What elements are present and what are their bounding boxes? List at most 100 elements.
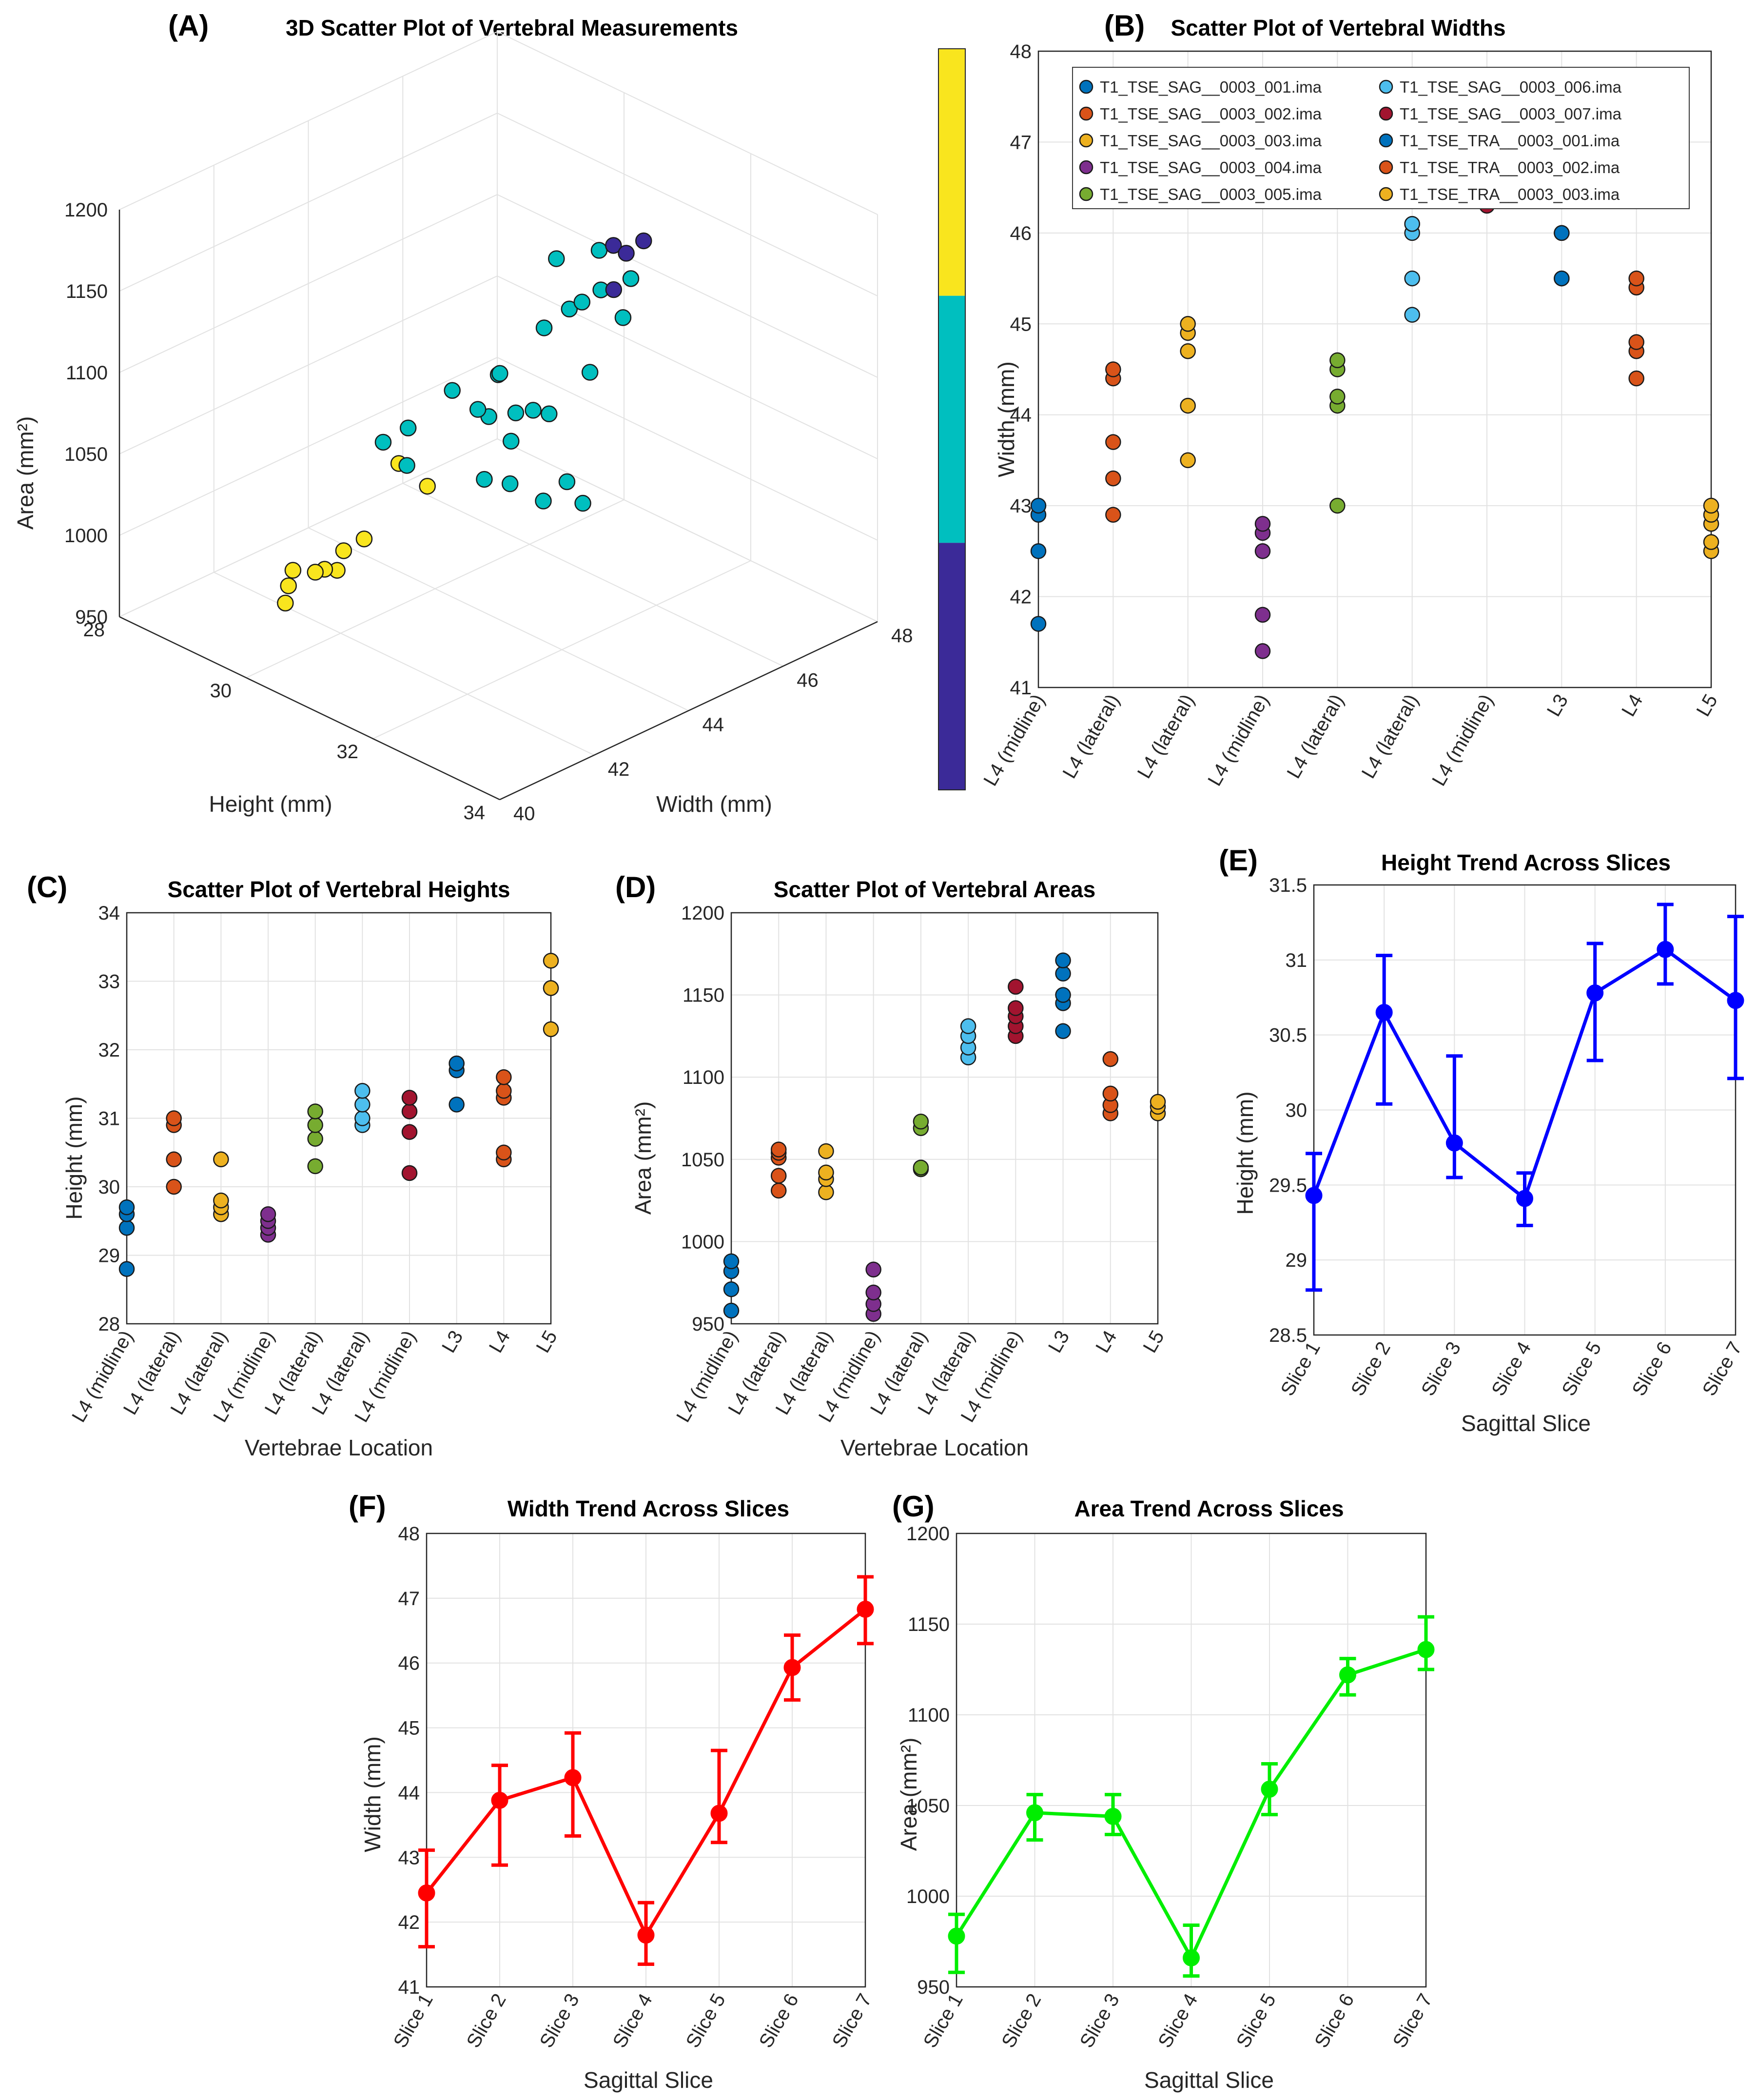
- panel-f-point: [783, 1659, 801, 1676]
- panel-c-ytick-label: 31: [98, 1108, 120, 1130]
- panel-a-grid-line: [214, 571, 595, 756]
- panel-a-ztick-label: 1100: [66, 362, 108, 384]
- panel-d-point: [1008, 979, 1024, 995]
- panel-a-point: [558, 473, 576, 491]
- panel-c-point: [166, 1151, 182, 1168]
- panel-f-xtick-label: Slice 7: [828, 1990, 876, 2052]
- panel-b-title: Scatter Plot of Vertebral Widths: [1171, 15, 1505, 40]
- panel-c-letter: (C): [27, 871, 67, 903]
- panel-c-point: [213, 1192, 229, 1209]
- panel-a-point: [605, 281, 623, 298]
- panel-b-point: [1105, 470, 1121, 487]
- panel-a-point: [541, 405, 558, 423]
- panel-d-point: [770, 1182, 787, 1199]
- panel-b-ytick-label: 48: [1010, 41, 1032, 62]
- panel-e-axes-box: [1313, 884, 1737, 1336]
- panel-c-point: [213, 1151, 229, 1168]
- panel-f-width-trend: (F) Width Trend Across Slices Width (mm)…: [349, 1490, 876, 2093]
- panel-e-xtick-label: Slice 1: [1277, 1338, 1325, 1400]
- panel-c-ytick-label: 30: [98, 1177, 120, 1198]
- panel-a-point: [307, 564, 324, 581]
- panel-c-point: [496, 1083, 512, 1099]
- panel-b-legend-label: T1_TSE_SAG__0003_007.ima: [1400, 105, 1622, 123]
- panel-b-legend-label: T1_TSE_TRA__0003_001.ima: [1400, 132, 1620, 150]
- panel-a-grid-line: [119, 438, 498, 617]
- panel-g-ytick-label: 1050: [906, 1795, 950, 1817]
- panel-c-point: [166, 1178, 182, 1195]
- panel-f-point: [564, 1769, 582, 1786]
- panel-f-point: [491, 1791, 508, 1809]
- panel-f-axes-box: [426, 1532, 866, 1988]
- panel-f-ytick-label: 48: [398, 1523, 420, 1545]
- panel-g-title: Area Trend Across Slices: [1074, 1496, 1344, 1521]
- panel-a-title: 3D Scatter Plot of Vertebral Measurement…: [286, 15, 738, 40]
- panel-a-xtick-label: 28: [83, 619, 105, 641]
- panel-d-point: [723, 1281, 740, 1297]
- panel-f-title: Width Trend Across Slices: [508, 1496, 789, 1521]
- panel-b-legend-label: T1_TSE_SAG__0003_001.ima: [1100, 78, 1322, 96]
- panel-c-ytick-label: 34: [98, 903, 120, 924]
- panel-g-xtick-label: Slice 4: [1154, 1990, 1202, 2052]
- panel-a-xtick-label: 30: [210, 680, 232, 702]
- panel-b-point: [1254, 516, 1271, 532]
- panel-f-ytick-label: 42: [398, 1912, 420, 1933]
- panel-a-grid-line: [372, 560, 751, 739]
- panel-c-point: [307, 1158, 323, 1175]
- panel-b-xtick-label: L4: [1618, 691, 1647, 721]
- panel-g-ytick-label: 1200: [906, 1523, 950, 1545]
- panel-a-ztick-label: 950: [75, 607, 108, 628]
- panel-d-xlabel: Vertebrae Location: [840, 1435, 1029, 1460]
- panel-a-point: [503, 432, 520, 450]
- panel-d-point: [865, 1284, 881, 1301]
- panel-f-plot: 41 42 43 44 45 46 47 48 Slice 1 Slice 2 Slice 3 Sli…: [390, 1523, 876, 2051]
- panel-b-point: [1030, 616, 1047, 632]
- panel-e-xtick-label: Slice 3: [1417, 1338, 1465, 1400]
- panel-a-colorbar-segment: [938, 295, 965, 543]
- panel-a-point: [561, 300, 578, 318]
- panel-d-ytick-label: 1050: [681, 1149, 724, 1171]
- panel-g-ytick-label: 950: [917, 1977, 950, 1998]
- panel-b-ytick-label: 47: [1010, 132, 1032, 153]
- panel-a-ytick-label: 42: [608, 759, 630, 780]
- panel-d-point: [865, 1261, 881, 1277]
- panel-a-point: [491, 365, 508, 382]
- panel-a-grid-line: [497, 113, 878, 296]
- panel-e-xtick-label: Slice 5: [1558, 1338, 1605, 1400]
- panel-g-xtick-label: Slice 7: [1389, 1990, 1437, 2052]
- panel-d-ytick-label: 1150: [683, 985, 724, 1006]
- panel-e-letter: (E): [1219, 844, 1258, 877]
- panel-b-ytick-label: 43: [1010, 495, 1032, 517]
- panel-d-point: [818, 1164, 834, 1181]
- panel-g-area-trend: (G) Area Trend Across Slices Area (mm²) …: [892, 1490, 1437, 2093]
- panel-d-point: [723, 1302, 740, 1319]
- panel-d-point: [818, 1184, 834, 1200]
- panel-b-point: [1329, 389, 1346, 405]
- panel-b-legend-marker: [1079, 133, 1093, 148]
- panel-a-point: [581, 364, 599, 381]
- panel-a-point: [635, 232, 652, 250]
- panel-g-xtick-label: Slice 2: [997, 1990, 1045, 2052]
- panel-a-point: [525, 402, 542, 419]
- panel-a-point: [535, 492, 552, 510]
- panel-a-ztick-label: 1150: [66, 281, 108, 302]
- panel-e-ytick-label: 29: [1286, 1250, 1308, 1271]
- panel-a-axis-line: [499, 621, 878, 801]
- panel-b-point: [1628, 334, 1644, 350]
- panel-c-point: [354, 1083, 371, 1099]
- panel-a-point: [548, 250, 565, 267]
- panel-a-axis-line: [119, 616, 500, 801]
- panel-e-point: [1445, 1134, 1463, 1152]
- panel-b-legend-marker: [1079, 160, 1093, 175]
- panel-c-point: [307, 1117, 323, 1133]
- panel-d-area-scatter: (D) Scatter Plot of Vertebral Areas Area…: [615, 871, 1169, 1460]
- panel-a-point: [614, 309, 632, 326]
- panel-g-axes-box: [956, 1532, 1427, 1988]
- panel-f-point: [710, 1805, 728, 1822]
- panel-d-point: [1055, 952, 1071, 969]
- panel-c-ytick-label: 33: [98, 971, 120, 993]
- panel-b-point: [1628, 270, 1644, 287]
- panel-b-point: [1554, 270, 1570, 287]
- panel-a-point: [622, 270, 640, 287]
- panel-b-point: [1180, 316, 1196, 332]
- panel-e-point: [1516, 1190, 1533, 1207]
